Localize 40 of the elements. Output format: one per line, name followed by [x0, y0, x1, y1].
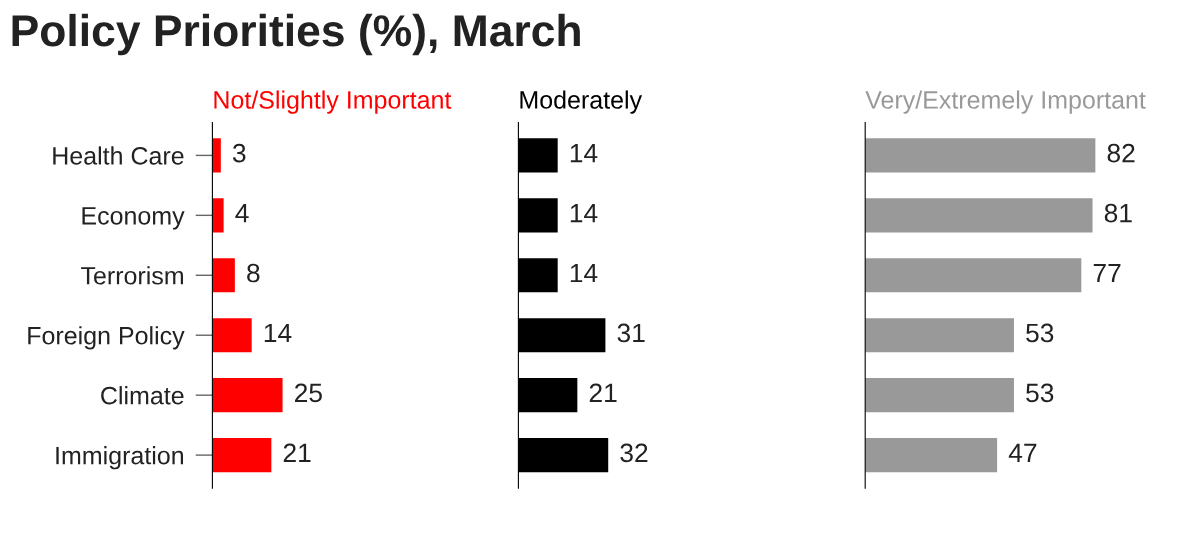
y-tick-label: Immigration: [56, 446, 184, 470]
data-label: 4: [235, 204, 249, 223]
data-label: 47: [1008, 443, 1037, 462]
bar: [865, 258, 1082, 293]
bar: [212, 198, 224, 233]
y-tick-label: Climate: [101, 386, 184, 405]
bar: [865, 198, 1093, 233]
data-label: 77: [1093, 263, 1121, 283]
data-label: 3: [232, 143, 246, 163]
bar: [212, 258, 235, 293]
data-label: 8: [247, 263, 260, 283]
data-label: 21: [589, 383, 617, 402]
bar: [865, 378, 1014, 413]
bar: [212, 318, 252, 353]
data-label: 81: [1104, 203, 1132, 223]
bar: [865, 138, 1096, 173]
data-label: 14: [570, 263, 598, 283]
data-label: 14: [570, 204, 598, 223]
bar: [212, 378, 283, 413]
bar: [865, 318, 1014, 353]
bar: [865, 438, 998, 473]
chart-title: Policy Priorities (%), March: [12, 13, 580, 56]
data-label: 53: [1026, 383, 1054, 403]
data-label: 82: [1107, 143, 1135, 163]
data-label: 14: [264, 323, 292, 343]
text: Not/Slightly Important: [214, 90, 452, 114]
y-tick-label: Economy: [82, 207, 185, 230]
data-label: 53: [1026, 323, 1054, 343]
y-tick-label: Foreign Policy: [28, 326, 185, 350]
data-label: 14: [570, 144, 598, 163]
data-label: 21: [283, 443, 311, 462]
bar: [212, 138, 221, 173]
data-label: 25: [295, 383, 322, 403]
y-tick-label: Health Care: [53, 146, 184, 165]
data-label: 32: [620, 443, 648, 463]
y-tick-label: Terrorism: [81, 266, 183, 285]
chart-subtitle: Very/Extremely Important: [865, 90, 1146, 114]
chart-subtitle: Moderately: [520, 90, 643, 114]
data-label: 31: [617, 323, 645, 343]
bar: [212, 438, 272, 473]
